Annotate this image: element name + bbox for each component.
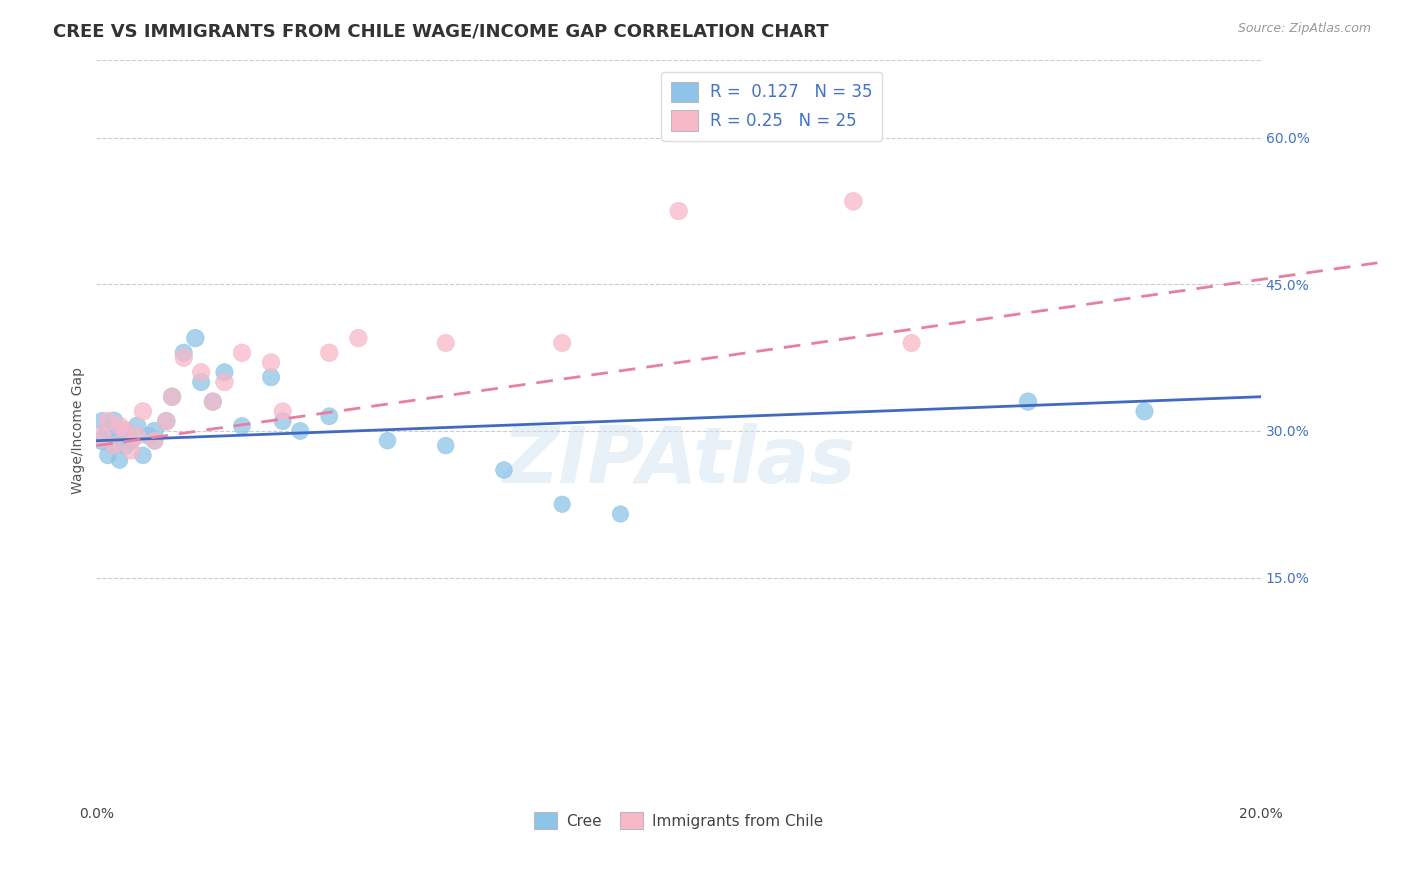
Cree (260, 370, 283, 384)
Cree (108, 453, 131, 467)
Immigrants from Chile (842, 194, 865, 209)
Immigrants from Chile (108, 419, 131, 434)
Cree (143, 434, 166, 448)
Cree (173, 345, 195, 359)
Immigrants from Chile (190, 365, 212, 379)
Immigrants from Chile (143, 434, 166, 448)
Cree (143, 424, 166, 438)
Immigrants from Chile (103, 439, 125, 453)
Immigrants from Chile (173, 351, 195, 365)
Cree (1133, 404, 1156, 418)
Cree (132, 448, 155, 462)
Cree (231, 419, 253, 434)
Immigrants from Chile (551, 336, 574, 351)
Immigrants from Chile (201, 394, 224, 409)
Immigrants from Chile (260, 355, 283, 369)
Cree (609, 507, 631, 521)
Cree (288, 424, 311, 438)
Immigrants from Chile (120, 443, 142, 458)
Y-axis label: Wage/Income Gap: Wage/Income Gap (72, 368, 86, 494)
Cree (434, 439, 457, 453)
Cree (97, 448, 120, 462)
Immigrants from Chile (155, 414, 177, 428)
Cree (377, 434, 399, 448)
Cree (318, 409, 340, 424)
Immigrants from Chile (668, 204, 690, 219)
Cree (114, 424, 136, 438)
Legend: Cree, Immigrants from Chile: Cree, Immigrants from Chile (527, 805, 830, 836)
Immigrants from Chile (127, 429, 149, 443)
Immigrants from Chile (160, 390, 183, 404)
Cree (120, 434, 142, 448)
Cree (184, 331, 207, 345)
Immigrants from Chile (318, 345, 340, 359)
Text: CREE VS IMMIGRANTS FROM CHILE WAGE/INCOME GAP CORRELATION CHART: CREE VS IMMIGRANTS FROM CHILE WAGE/INCOM… (53, 22, 830, 40)
Cree (155, 414, 177, 428)
Immigrants from Chile (114, 424, 136, 438)
Cree (201, 394, 224, 409)
Cree (97, 424, 120, 438)
Immigrants from Chile (214, 375, 236, 389)
Text: ZIPAtlas: ZIPAtlas (502, 423, 855, 499)
Cree (190, 375, 212, 389)
Cree (551, 497, 574, 511)
Cree (214, 365, 236, 379)
Cree (1017, 394, 1039, 409)
Cree (492, 463, 515, 477)
Cree (127, 419, 149, 434)
Immigrants from Chile (132, 404, 155, 418)
Cree (91, 414, 114, 428)
Cree (160, 390, 183, 404)
Cree (138, 429, 160, 443)
Immigrants from Chile (231, 345, 253, 359)
Immigrants from Chile (434, 336, 457, 351)
Immigrants from Chile (271, 404, 294, 418)
Cree (114, 439, 136, 453)
Immigrants from Chile (347, 331, 370, 345)
Immigrants from Chile (97, 414, 120, 428)
Cree (103, 414, 125, 428)
Text: Source: ZipAtlas.com: Source: ZipAtlas.com (1237, 22, 1371, 36)
Cree (108, 429, 131, 443)
Immigrants from Chile (91, 429, 114, 443)
Cree (103, 439, 125, 453)
Cree (91, 434, 114, 448)
Immigrants from Chile (900, 336, 922, 351)
Cree (271, 414, 294, 428)
